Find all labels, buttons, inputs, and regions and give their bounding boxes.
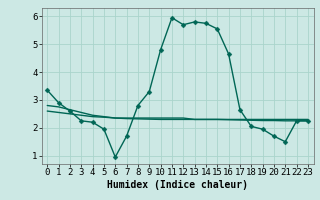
X-axis label: Humidex (Indice chaleur): Humidex (Indice chaleur): [107, 180, 248, 190]
